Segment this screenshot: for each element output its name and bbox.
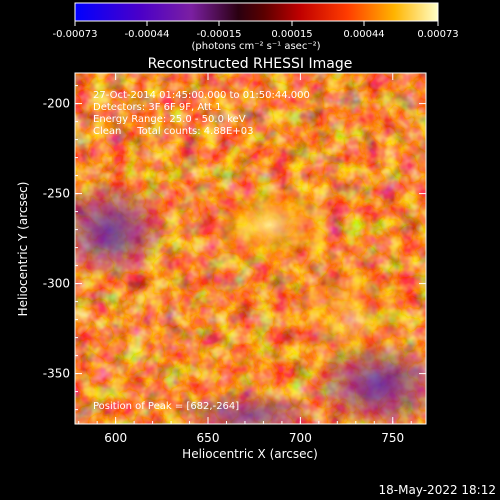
axis-ticks: 600 650 700 750 -200 -250 -300 -350	[43, 73, 426, 445]
colorbar-tick-label: 0.00073	[417, 29, 458, 40]
plot-frame	[74, 72, 427, 425]
solar-image	[75, 73, 426, 424]
y-tick-label: -250	[43, 187, 70, 201]
annotation-energy-range: Energy Range: 25.0 - 50.0 keV	[93, 114, 246, 125]
colorbar-tick-label: -0.00073	[53, 29, 98, 40]
x-tick-label: 700	[289, 431, 312, 445]
colorbar-tick-label: 0.00015	[271, 29, 312, 40]
peak-position: Position of Peak = [682,-264]	[93, 401, 239, 412]
annotation-counts: Clean Total counts: 4.88E+03	[93, 126, 253, 137]
x-tick-label: 750	[381, 431, 404, 445]
x-tick-label: 600	[104, 431, 127, 445]
x-axis-label: Heliocentric X (arcsec)	[182, 447, 318, 461]
annotation-time-range: 27-Oct-2014 01:45:00.000 to 01:50:44.000	[93, 90, 310, 101]
y-tick-label: -350	[43, 367, 70, 381]
annotation-detectors: Detectors: 3F 6F 9F, Att 1	[93, 102, 221, 113]
y-axis-label: Heliocentric Y (arcsec)	[16, 182, 30, 317]
colorbar	[74, 2, 439, 22]
y-tick-label: -200	[43, 97, 70, 111]
colorbar-tick-label: 0.00044	[343, 29, 384, 40]
y-tick-label: -300	[43, 277, 70, 291]
footer-timestamp: 18-May-2022 18:12	[379, 483, 496, 497]
colorbar-tick-label: -0.00044	[125, 29, 170, 40]
colorbar-tick-label: -0.00015	[197, 29, 242, 40]
x-tick-label: 650	[197, 431, 220, 445]
colorbar-units: (photons cm⁻² s⁻¹ asec⁻²)	[191, 41, 320, 52]
plot-title: Reconstructed RHESSI Image	[148, 56, 353, 72]
colorbar-ticks: -0.00073 -0.00044 -0.00015 0.00015 0.00044 0.…	[53, 21, 459, 40]
